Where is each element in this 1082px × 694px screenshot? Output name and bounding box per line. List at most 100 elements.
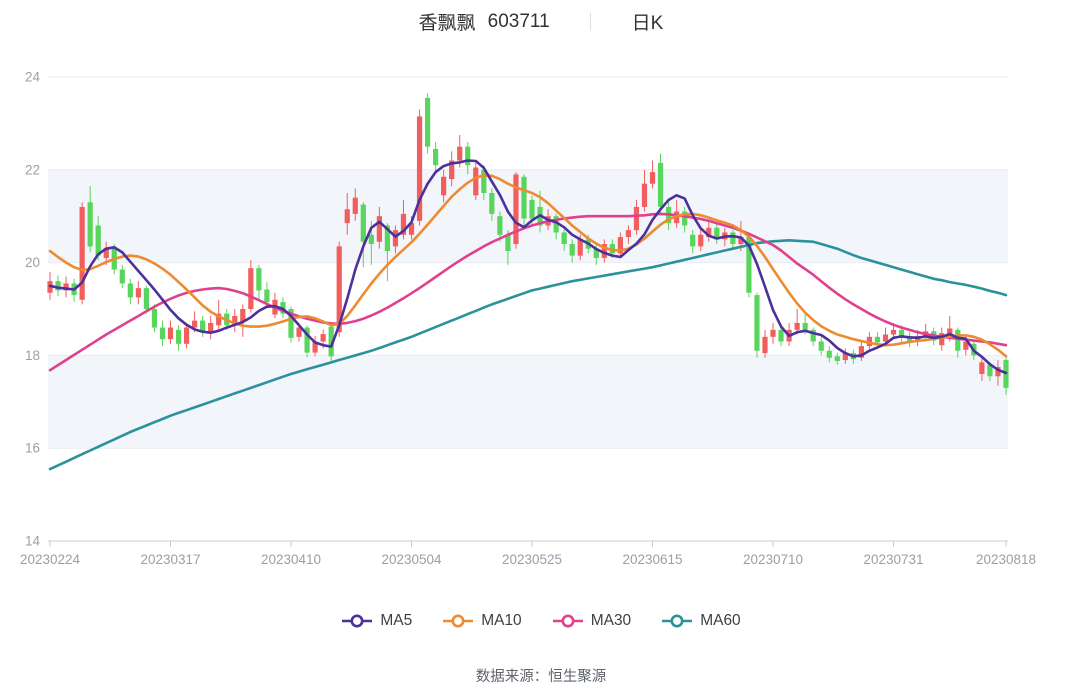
candle bbox=[858, 341, 864, 361]
candle-body bbox=[746, 237, 752, 293]
candle bbox=[79, 202, 85, 305]
candle-body bbox=[577, 239, 583, 256]
candle bbox=[497, 211, 503, 242]
x-axis-label: 20230525 bbox=[502, 552, 562, 567]
candle-body bbox=[609, 244, 615, 254]
candle-body bbox=[135, 288, 141, 298]
candle-body bbox=[143, 288, 150, 309]
candle-body bbox=[87, 202, 93, 247]
candle bbox=[248, 260, 254, 313]
candle-body bbox=[336, 246, 342, 333]
candle bbox=[818, 336, 824, 356]
candle bbox=[200, 315, 206, 337]
candle bbox=[682, 206, 688, 233]
legend-item-ma60[interactable]: MA60 bbox=[661, 612, 741, 630]
candle-body bbox=[473, 167, 479, 196]
candle bbox=[232, 309, 238, 333]
candle-body bbox=[963, 341, 969, 350]
candle bbox=[601, 239, 607, 263]
candle bbox=[376, 206, 382, 249]
candle-body bbox=[208, 322, 214, 333]
candle-body bbox=[384, 225, 391, 251]
candle bbox=[55, 275, 61, 297]
candle bbox=[657, 153, 664, 214]
candle-body bbox=[714, 227, 720, 240]
candle bbox=[360, 202, 366, 268]
legend-item-ma10[interactable]: MA10 bbox=[442, 612, 522, 630]
candle bbox=[441, 169, 447, 203]
candle-body bbox=[682, 211, 688, 226]
candle-body bbox=[649, 172, 656, 184]
candle-body bbox=[995, 367, 1001, 377]
chart-type-label: 日K bbox=[631, 13, 664, 34]
candle bbox=[834, 353, 840, 365]
ma30-line bbox=[48, 212, 1008, 372]
candle bbox=[384, 223, 391, 282]
legend-item-ma30[interactable]: MA30 bbox=[552, 612, 632, 630]
candle-body bbox=[489, 193, 495, 214]
candle-body bbox=[593, 248, 599, 258]
legend-item-ma5[interactable]: MA5 bbox=[341, 612, 412, 630]
candle-body bbox=[505, 234, 511, 251]
candle-body bbox=[192, 320, 198, 328]
x-axis-label: 20230504 bbox=[381, 552, 442, 567]
x-axis bbox=[48, 540, 1008, 547]
candle-body bbox=[360, 204, 366, 242]
candle-body bbox=[328, 326, 334, 357]
candle-body bbox=[63, 283, 69, 291]
legend-label: MA30 bbox=[590, 612, 632, 629]
candle-body bbox=[601, 244, 607, 258]
candle bbox=[304, 325, 310, 358]
candle bbox=[641, 169, 648, 212]
candle-body bbox=[344, 209, 350, 224]
candle-body bbox=[529, 199, 535, 219]
title-separator: ｜ bbox=[581, 12, 600, 33]
candle bbox=[216, 299, 222, 330]
candle bbox=[561, 227, 567, 251]
candle bbox=[392, 225, 399, 254]
candle-body bbox=[802, 322, 808, 330]
ma10-line bbox=[48, 174, 1008, 358]
candle-body bbox=[866, 336, 873, 347]
candle bbox=[167, 320, 174, 344]
candle-body bbox=[706, 227, 712, 238]
legend-label: MA60 bbox=[700, 612, 741, 629]
y-axis-label: 14 bbox=[25, 534, 41, 549]
candle-body bbox=[762, 336, 768, 354]
candle bbox=[352, 188, 358, 221]
candle bbox=[521, 174, 527, 226]
candle bbox=[826, 346, 832, 363]
candle bbox=[424, 93, 431, 154]
candle bbox=[87, 186, 93, 253]
y-axis-label: 24 bbox=[25, 70, 41, 85]
candle-body bbox=[167, 327, 174, 340]
candle-body bbox=[433, 148, 439, 166]
legend-label: MA10 bbox=[481, 612, 522, 629]
candle bbox=[754, 292, 760, 358]
candle-body bbox=[898, 329, 905, 338]
candle-body bbox=[240, 309, 246, 322]
candle bbox=[955, 327, 961, 358]
candle bbox=[842, 348, 848, 364]
candle-body bbox=[352, 197, 358, 214]
ma5-line bbox=[48, 159, 1008, 375]
candle bbox=[617, 232, 623, 258]
y-axis-label: 16 bbox=[25, 441, 40, 456]
data-source-note: 数据来源：恒生聚源 bbox=[475, 669, 607, 685]
candle-body bbox=[248, 268, 254, 309]
candle-body bbox=[304, 327, 310, 353]
x-axis-label: 20230731 bbox=[863, 552, 923, 567]
candle-body bbox=[216, 313, 222, 326]
candle bbox=[995, 360, 1001, 386]
candle bbox=[328, 323, 334, 361]
candle-body bbox=[641, 183, 648, 207]
candle bbox=[513, 172, 519, 249]
candle bbox=[730, 230, 736, 249]
candle-body bbox=[826, 350, 832, 358]
candle bbox=[569, 239, 575, 263]
candle-body bbox=[939, 333, 945, 346]
candle-body bbox=[810, 329, 816, 342]
candle bbox=[183, 322, 190, 349]
